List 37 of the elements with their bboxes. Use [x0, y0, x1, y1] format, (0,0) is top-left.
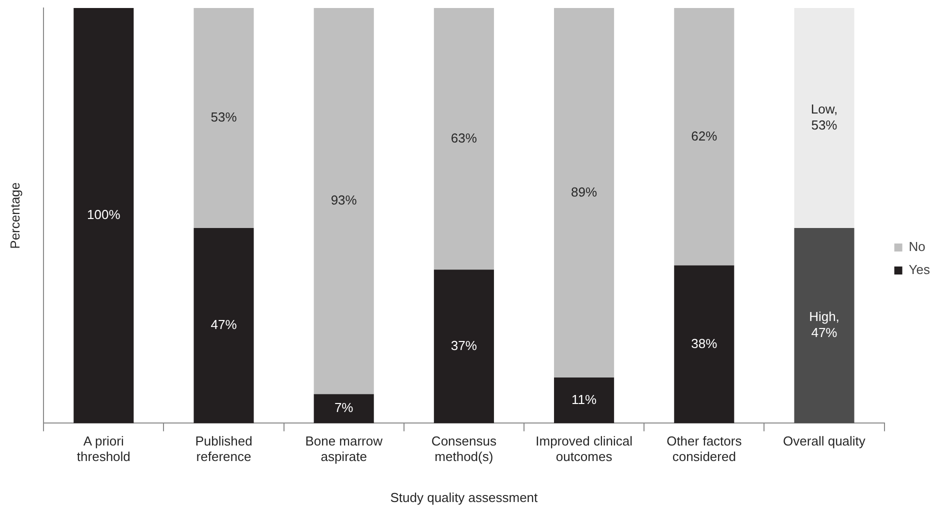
x-tick-label: Bone marrow aspirate [305, 434, 384, 464]
data-label: 38% [691, 336, 718, 351]
legend-label: No [908, 239, 926, 254]
bar [194, 8, 254, 228]
bar [434, 8, 494, 270]
bar [194, 228, 254, 424]
data-label: 62% [691, 128, 718, 144]
x-tick-label: Consensus method(s) [431, 434, 497, 464]
data-label: 11% [572, 392, 598, 407]
data-label: High, 47% [809, 309, 840, 340]
bar [674, 265, 734, 424]
bar [314, 394, 374, 424]
bar [794, 8, 854, 228]
bar [554, 378, 614, 424]
y-axis-title: Percentage [7, 182, 22, 249]
bar [794, 228, 854, 424]
bar [434, 270, 494, 424]
data-label: 63% [450, 130, 478, 146]
bar [314, 8, 374, 394]
data-label: 37% [450, 338, 478, 353]
bar [674, 8, 734, 266]
data-label: 93% [330, 192, 358, 208]
x-tick-label: Improved clinical outcomes [536, 434, 633, 464]
data-label: 89% [571, 184, 598, 200]
x-tick-label: Other factors considered [666, 434, 742, 464]
x-tick-label: A priori threshold [76, 434, 130, 464]
data-label: 47% [210, 317, 238, 332]
x-axis-title: Study quality assessment [390, 490, 538, 505]
bar [74, 8, 134, 424]
x-tick-label: Published reference [195, 434, 252, 464]
data-label: 100% [87, 207, 121, 222]
x-tick-label: Overall quality [783, 434, 866, 449]
bar [554, 8, 614, 378]
legend-label: Yes [908, 262, 930, 278]
data-label: 7% [334, 400, 354, 416]
data-label: 53% [210, 110, 238, 125]
data-label: Low, 53% [810, 102, 838, 133]
